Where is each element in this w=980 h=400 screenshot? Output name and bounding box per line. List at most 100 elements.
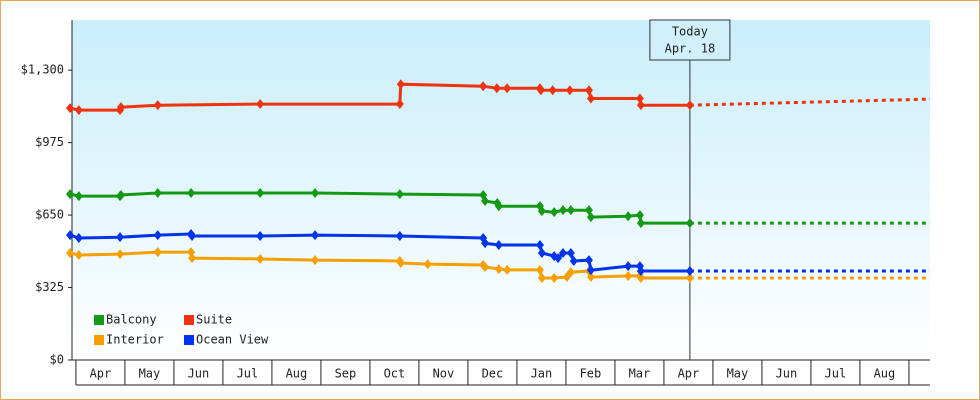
price-point [494,264,503,275]
price-point [116,249,125,260]
price-point [558,247,567,258]
price-point [503,83,512,94]
price-point [535,264,544,275]
price-point [311,230,320,241]
price-point [636,266,645,277]
forecast-line [689,97,931,107]
price-point [66,247,75,258]
price-point [187,188,196,199]
price-point [396,258,405,269]
today-label: Today [672,25,708,39]
price-point [635,93,644,104]
price-point [188,253,197,264]
price-point [584,85,593,96]
x-tick-label: Jul [237,367,259,381]
x-tick-label: Mar [629,367,651,381]
price-point [66,103,75,114]
price-point [256,254,265,265]
x-tick-label: May [727,367,749,381]
price-point [423,259,432,270]
x-tick-label: Dec [482,367,504,381]
price-point [635,210,644,221]
x-tick-label: Apr [90,367,112,381]
price-point [256,188,265,199]
price-point [569,256,578,267]
price-point [685,266,694,277]
price-point [584,255,593,266]
x-tick-label: Sep [335,367,357,381]
price-point [685,100,694,111]
x-tick-label: Aug [286,367,308,381]
price-point [503,264,512,275]
price-point [153,100,162,111]
price-point [550,272,559,283]
price-point [492,83,501,94]
price-point [624,270,633,281]
price-point [685,218,694,229]
price-point [395,231,404,242]
price-point [550,207,559,218]
legend-swatch [94,335,104,345]
price-point [554,253,563,264]
price-point [396,79,405,90]
price-point [636,100,645,111]
price-point [74,105,83,116]
legend-swatch [184,315,194,325]
price-point [74,191,83,202]
y-tick-label: $975 [35,135,64,149]
price-point [636,272,645,283]
plot-area [72,20,930,360]
price-point [395,99,404,110]
price-point [117,102,126,113]
x-tick-label: Jun [188,367,210,381]
price-point [566,205,575,216]
price-point [624,211,633,222]
price-point [537,206,546,217]
price-point [536,85,545,96]
price-point [636,218,645,229]
price-point [685,272,694,283]
y-tick-label: $1,300 [21,63,64,77]
price-point [558,205,567,216]
x-tick-label: Feb [580,367,602,381]
price-point [311,188,320,199]
price-point [153,188,162,199]
price-point [116,232,125,243]
legend-label: Suite [196,313,232,327]
x-tick-label: Aug [874,367,896,381]
price-point [311,255,320,266]
price-point [494,201,503,212]
price-point [479,81,488,92]
price-point [494,239,503,250]
x-tick-label: Apr [678,367,700,381]
price-point [153,247,162,258]
price-point [548,85,557,96]
price-point [586,265,595,276]
price-point [395,189,404,200]
price-point [624,261,633,272]
price-point [566,267,575,278]
price-point [481,262,490,273]
legend-swatch [184,335,194,345]
x-tick-label: Jul [825,367,847,381]
legend-label: Balcony [106,313,157,327]
price-point [188,231,197,242]
price-point [153,230,162,241]
x-tick-label: Nov [433,367,455,381]
price-point [537,247,546,258]
price-point [535,239,544,250]
price-point [66,189,75,200]
price-point [66,230,75,241]
price-point [481,238,490,249]
price-point [537,272,546,283]
price-point [565,85,574,96]
x-tick-label: Oct [384,367,406,381]
price-point [586,212,595,223]
y-tick-label: $0 [50,353,64,367]
price-point [586,93,595,104]
price-point [117,190,126,201]
price-point [74,233,83,244]
today-label: Apr. 18 [665,42,716,56]
